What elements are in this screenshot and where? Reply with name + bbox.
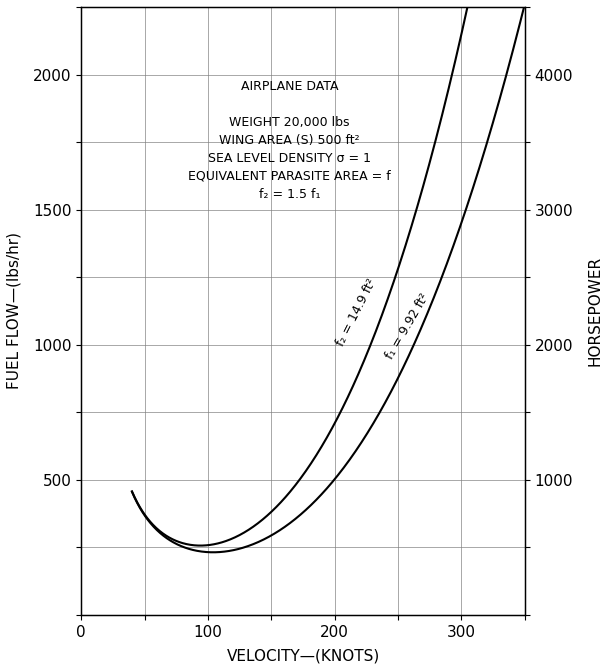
X-axis label: VELOCITY—(KNOTS): VELOCITY—(KNOTS) xyxy=(227,648,379,663)
Y-axis label: HORSEPOWER: HORSEPOWER xyxy=(587,256,602,366)
Text: f₂ = 14.9 ft²: f₂ = 14.9 ft² xyxy=(334,276,379,348)
Text: AIRPLANE DATA

WEIGHT 20,000 lbs
WING AREA (S) 500 ft²
SEA LEVEL DENSITY σ = 1
E: AIRPLANE DATA WEIGHT 20,000 lbs WING ARE… xyxy=(188,80,391,201)
Y-axis label: FUEL FLOW—(lbs/hr): FUEL FLOW—(lbs/hr) xyxy=(7,232,22,389)
Text: f₁ = 9.92 ft²: f₁ = 9.92 ft² xyxy=(384,291,432,362)
